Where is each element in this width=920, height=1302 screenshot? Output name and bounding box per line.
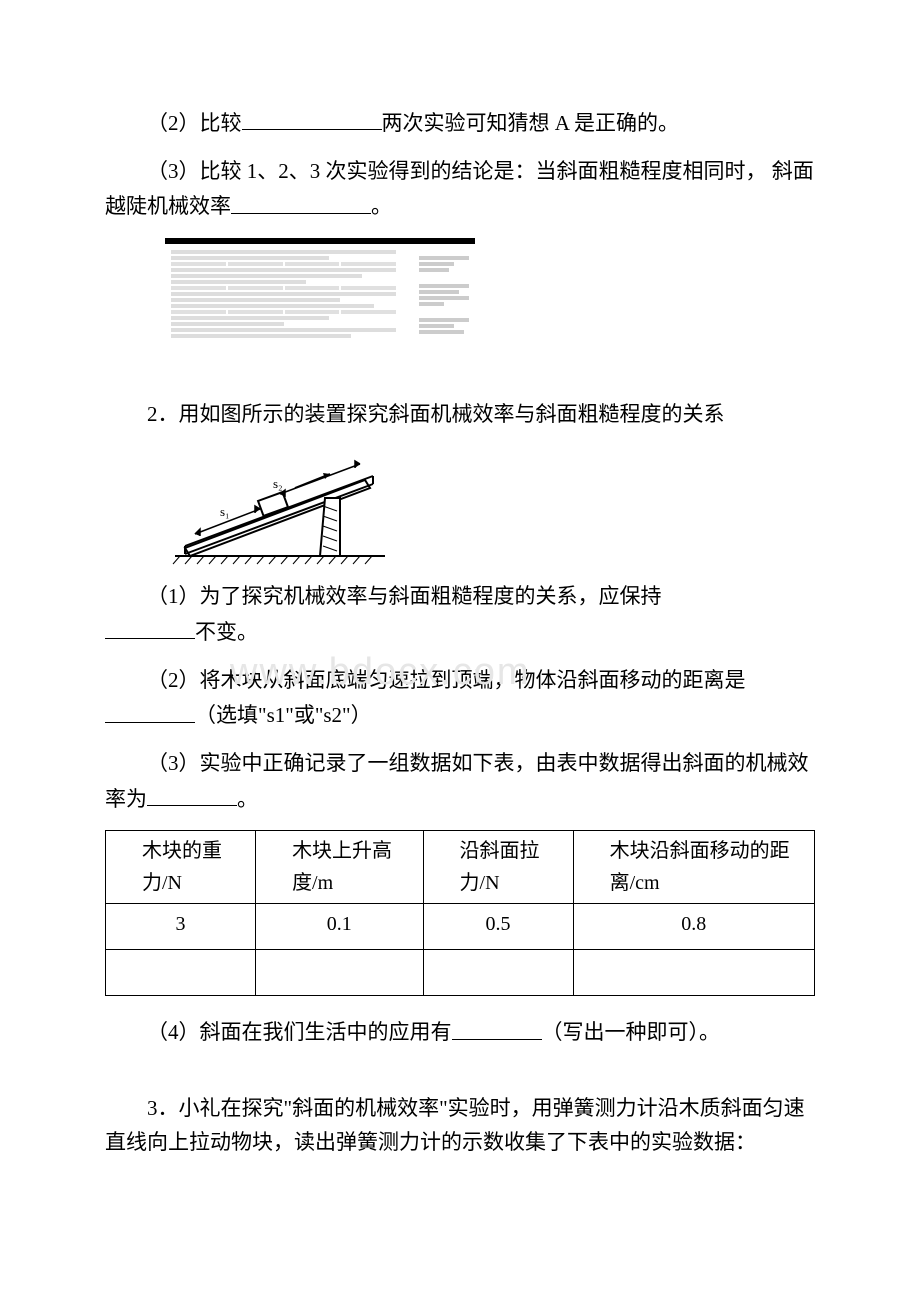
- table-header-row: 木块的重力/N 木块上升高度/m 沿斜面拉力/N 木块沿斜面移动的距离/cm: [106, 831, 815, 904]
- blank-q2-1[interactable]: [105, 614, 195, 639]
- q1-part3: （3）比较 1、2、3 次实验得到的结论是：当斜面粗糙程度相同时， 斜面越陡机械…: [105, 155, 815, 224]
- blank-q2-2[interactable]: [105, 697, 195, 722]
- th-distance: 木块沿斜面移动的距离/cm: [573, 831, 814, 904]
- q2-p3-tail: 。: [237, 787, 258, 811]
- q2-part1: （1）为了探究机械效率与斜面粗糙程度的关系，应保持 不变。: [105, 580, 815, 649]
- q1-p2-pre: （2）比较: [147, 111, 242, 135]
- label-s2: s₂: [273, 476, 283, 491]
- q2-part2: （2）将木块从斜面底端匀速拉到顶端，物体沿斜面移动的距离是 （选填"s1"或"s2…: [105, 664, 815, 733]
- blank-q2-3[interactable]: [147, 781, 237, 806]
- q2-p2-tail: （选填"s1"或"s2"）: [195, 704, 372, 728]
- blank-q1-3[interactable]: [231, 188, 371, 213]
- q2-p4-pre: （4）斜面在我们生活中的应用有: [147, 1021, 452, 1045]
- cell-distance: 0.8: [573, 904, 814, 950]
- th-weight: 木块的重力/N: [106, 831, 256, 904]
- q3-intro: 3．小礼在探究"斜面的机械效率"实验时，用弹簧测力计沿木质斜面匀速直线向上拉动物…: [105, 1092, 815, 1159]
- q2-p1-tail: 不变。: [195, 620, 258, 644]
- q2-p4-tail: （写出一种即可）。: [542, 1021, 721, 1045]
- q2-diagram: s₁ s₂: [165, 446, 815, 577]
- th-force: 沿斜面拉力/N: [423, 831, 573, 904]
- cell-force: 0.5: [423, 904, 573, 950]
- table-row: 3 0.1 0.5 0.8: [106, 904, 815, 950]
- q2-intro: 2．用如图所示的装置探究斜面机械效率与斜面粗糙程度的关系: [105, 398, 815, 432]
- q2-p2-pre: （2）将木块从斜面底端匀速拉到顶端，物体沿斜面移动的距离是: [147, 668, 746, 692]
- blank-q1-2[interactable]: [242, 105, 382, 130]
- q1-part2: （2）比较 两次实验可知猜想 A 是正确的。: [105, 105, 815, 141]
- q1-p2-tail: 两次实验可知猜想 A 是正确的。: [382, 111, 680, 135]
- q2-table: 木块的重力/N 木块上升高度/m 沿斜面拉力/N 木块沿斜面移动的距离/cm 3…: [105, 830, 815, 996]
- th-height: 木块上升高度/m: [256, 831, 423, 904]
- blank-q2-4[interactable]: [452, 1014, 542, 1039]
- q2-p1-pre: （1）为了探究机械效率与斜面粗糙程度的关系，应保持: [147, 584, 662, 608]
- cell-height: 0.1: [256, 904, 423, 950]
- q2-part3: （3）实验中正确记录了一组数据如下表，由表中数据得出斜面的机械效率为。: [105, 747, 815, 816]
- table-row-empty: [106, 950, 815, 996]
- label-s1: s₁: [220, 504, 230, 519]
- q1-p3-tail: 。: [371, 195, 392, 219]
- q1-p3-pre: （3）比较 1、2、3 次实验得到的结论是：当斜面粗糙程度相同时， 斜面越陡机械…: [105, 159, 814, 219]
- q1-thumbnail: [165, 238, 815, 373]
- cell-weight: 3: [106, 904, 256, 950]
- q2-part4: （4）斜面在我们生活中的应用有 （写出一种即可）。: [105, 1014, 815, 1050]
